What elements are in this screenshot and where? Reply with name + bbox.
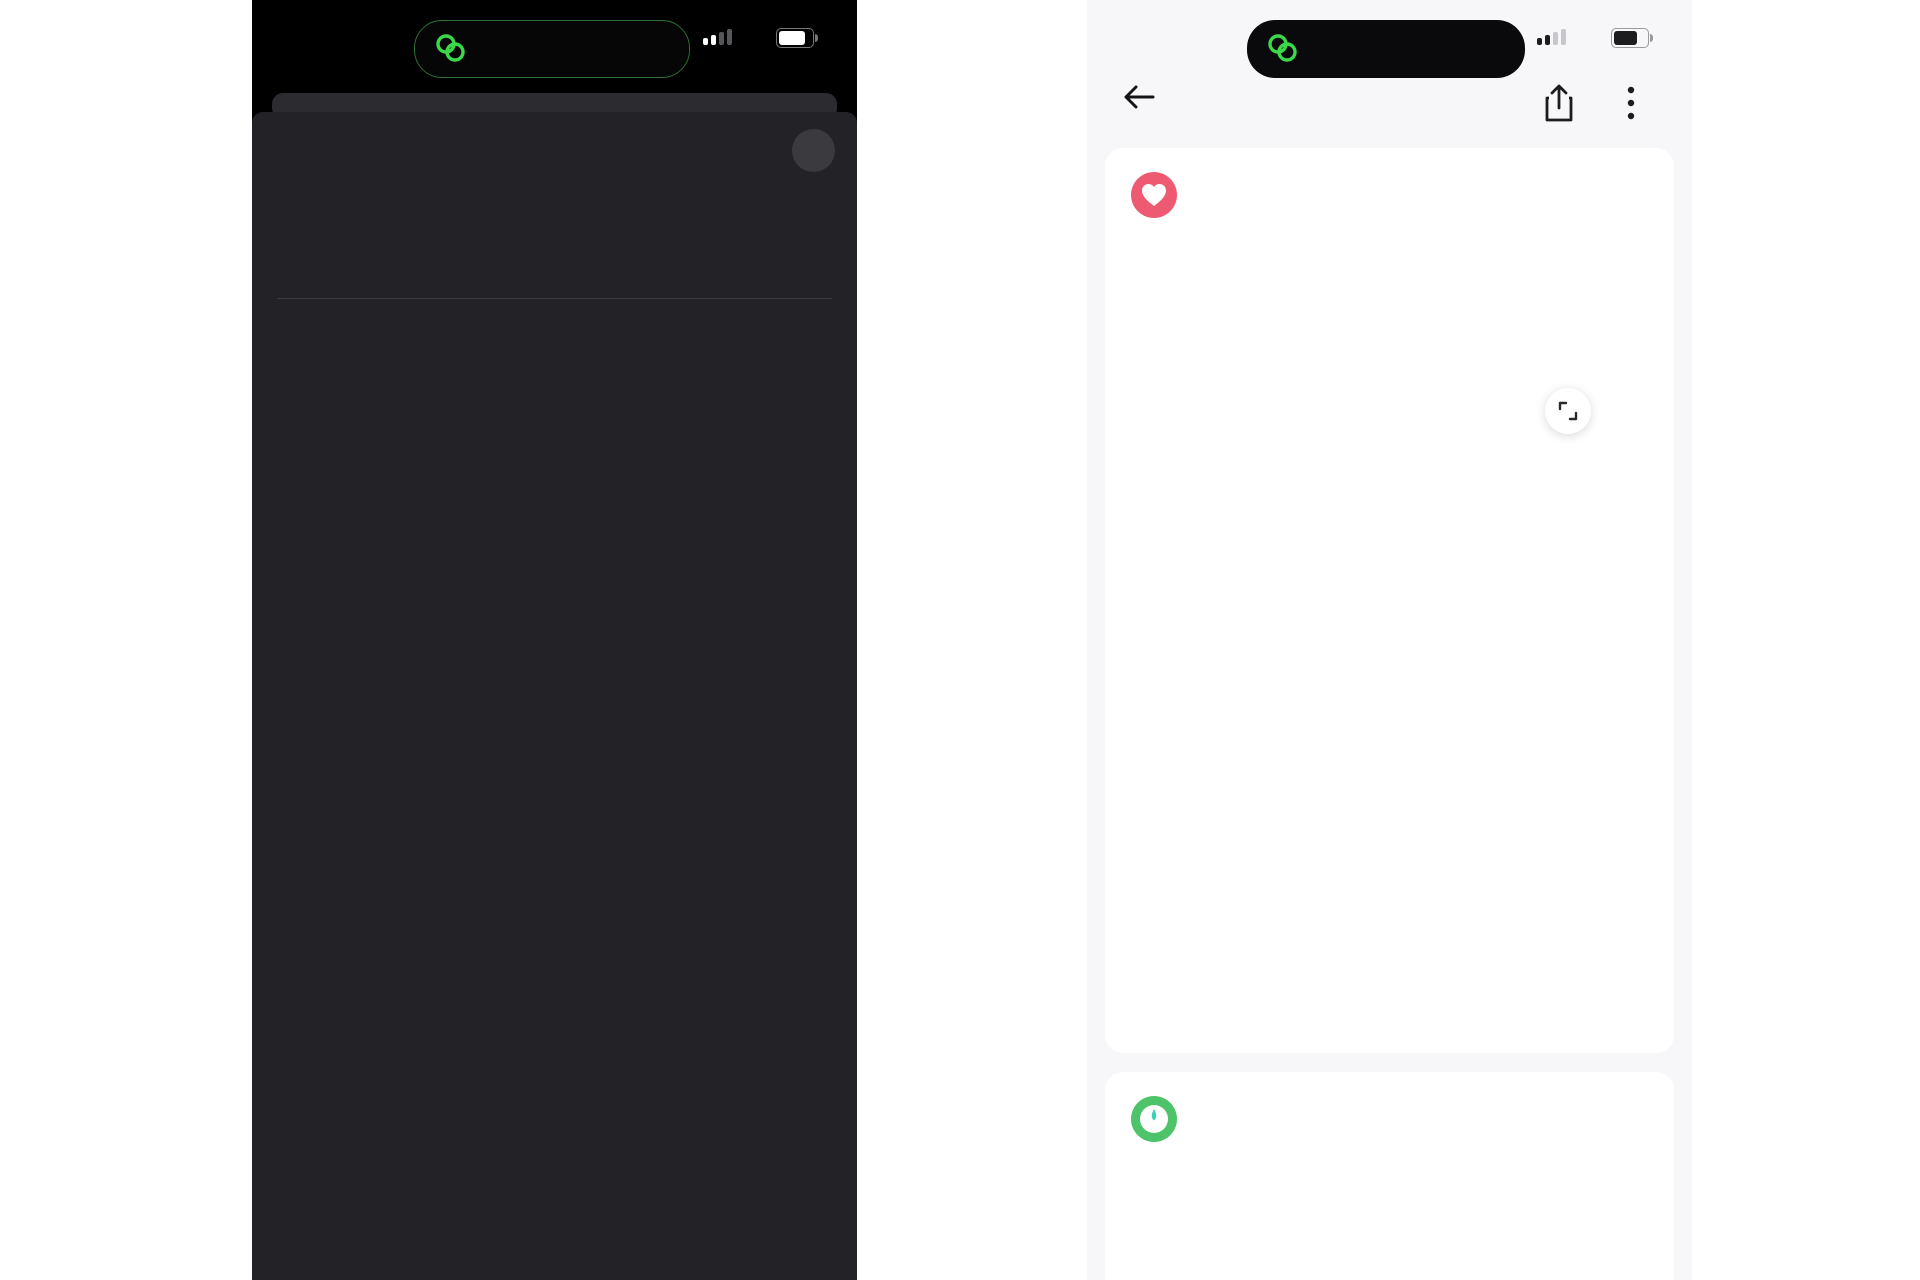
more-options-icon[interactable] <box>1627 86 1635 120</box>
chart-x-axis-labels <box>1135 704 1640 728</box>
signal-strength-icon <box>1537 28 1566 45</box>
battery-icon <box>1611 28 1653 48</box>
back-button[interactable] <box>1119 80 1159 114</box>
heart-rate-card <box>1105 148 1674 1053</box>
close-button[interactable] <box>792 129 835 172</box>
chart-y-axis-labels <box>1648 376 1692 689</box>
signal-strength-icon <box>703 28 732 45</box>
hotspot-link-icon <box>436 34 465 62</box>
battery-icon <box>776 28 818 48</box>
expand-icon <box>1558 401 1578 421</box>
dynamic-island <box>414 20 690 78</box>
heart-icon <box>1131 172 1177 218</box>
left-phone-screen <box>252 0 857 1280</box>
avg-hr-stat <box>1145 244 1375 258</box>
avg-pace-stat <box>1145 1168 1375 1182</box>
pace-card <box>1105 1072 1674 1280</box>
max-hr-stat <box>1400 244 1660 258</box>
expand-chart-button[interactable] <box>1545 388 1591 434</box>
hr-recovery-chart <box>277 902 832 1087</box>
hotspot-link-icon <box>1268 34 1297 62</box>
hr-during-chart <box>277 348 832 538</box>
chart-x-axis-labels <box>277 466 832 492</box>
heart-rate-sheet <box>252 112 857 1280</box>
pace-gauge-icon <box>1131 1096 1177 1142</box>
divider <box>277 298 832 299</box>
right-phone-screen <box>1087 0 1692 1280</box>
max-pace-stat <box>1400 1168 1660 1182</box>
chart-x-axis-labels <box>277 1018 832 1044</box>
share-icon[interactable] <box>1542 82 1576 124</box>
dynamic-island <box>1247 20 1525 78</box>
